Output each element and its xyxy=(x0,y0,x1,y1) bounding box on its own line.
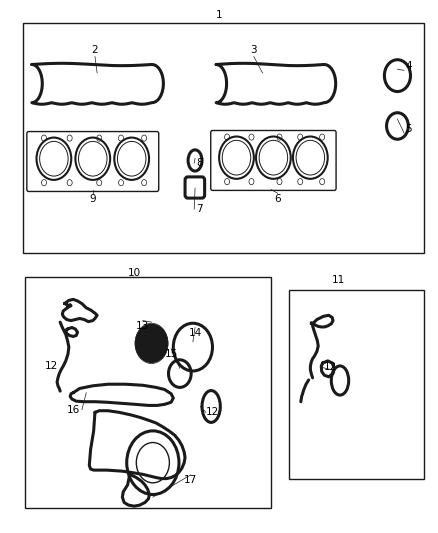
Text: 14: 14 xyxy=(188,328,201,338)
Text: 9: 9 xyxy=(89,194,96,204)
Text: 2: 2 xyxy=(92,45,98,55)
Text: 8: 8 xyxy=(196,158,203,168)
Text: 11: 11 xyxy=(332,274,345,285)
Text: 12: 12 xyxy=(206,407,219,417)
Bar xyxy=(25,277,271,508)
Text: 12: 12 xyxy=(45,361,58,371)
Bar xyxy=(289,290,424,479)
Bar xyxy=(23,22,424,253)
Circle shape xyxy=(141,330,162,357)
Text: 7: 7 xyxy=(196,204,203,214)
Text: 10: 10 xyxy=(127,268,141,278)
Text: 17: 17 xyxy=(184,475,198,485)
Text: 12: 12 xyxy=(323,362,337,372)
Text: 1: 1 xyxy=(215,10,223,20)
Text: 15: 15 xyxy=(165,349,178,359)
Text: 4: 4 xyxy=(405,61,412,71)
Text: 5: 5 xyxy=(405,124,412,134)
Text: 13: 13 xyxy=(136,321,149,331)
Text: 6: 6 xyxy=(275,193,281,204)
Text: 3: 3 xyxy=(251,45,257,55)
Text: 16: 16 xyxy=(67,405,80,415)
